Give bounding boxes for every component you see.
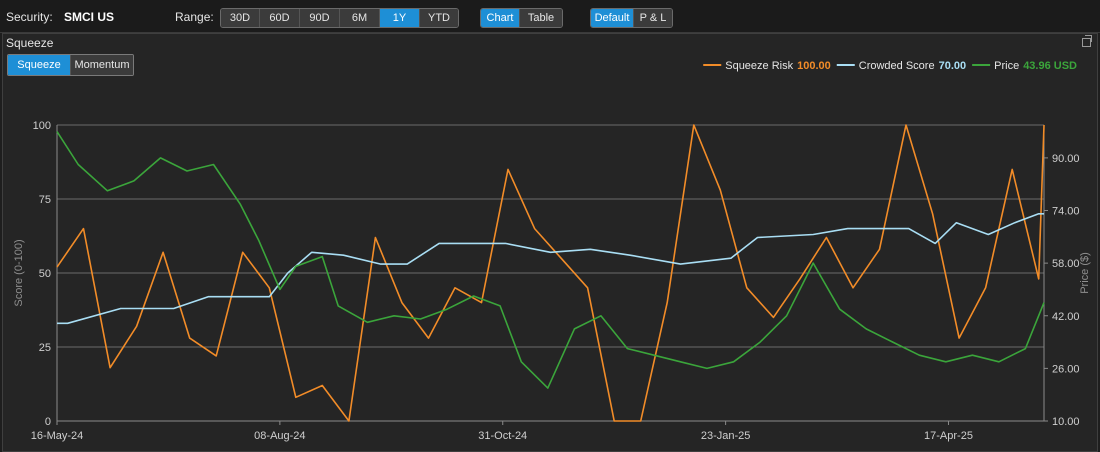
chart-view-button[interactable]: Chart xyxy=(481,9,520,27)
legend-label-squeeze-risk: Squeeze Risk xyxy=(725,60,793,72)
legend-value-squeeze-risk: 100.00 xyxy=(797,60,831,72)
range-60d-button[interactable]: 60D xyxy=(260,9,300,27)
range-6m-button[interactable]: 6M xyxy=(340,9,380,27)
tab-squeeze[interactable]: Squeeze xyxy=(8,55,71,75)
y-tick-right: 42.00 xyxy=(1052,311,1080,323)
x-tick-label: 16-May-24 xyxy=(31,430,84,442)
mode-selector: Default P & L xyxy=(590,8,673,28)
y-axis-title-right: Price ($) xyxy=(1079,252,1091,294)
y-axis-title-left: Score (0-100) xyxy=(13,239,25,306)
x-tick-label: 17-Apr-25 xyxy=(924,430,973,442)
legend-label-price: Price xyxy=(994,60,1019,72)
legend-label-crowded-score: Crowded Score xyxy=(859,60,935,72)
series-line-price xyxy=(56,131,1045,389)
series-line-squeeze-risk xyxy=(56,124,1045,422)
y-tick-right: 74.00 xyxy=(1052,206,1080,218)
restore-window-icon[interactable] xyxy=(1082,35,1092,47)
range-ytd-button[interactable]: YTD xyxy=(420,9,458,27)
x-tick-label: 31-Oct-24 xyxy=(478,430,527,442)
table-view-button[interactable]: Table xyxy=(520,9,562,27)
range-90d-button[interactable]: 90D xyxy=(300,9,340,27)
default-mode-button[interactable]: Default xyxy=(591,9,634,27)
range-30d-button[interactable]: 30D xyxy=(221,9,260,27)
series-line-crowded-score xyxy=(57,213,1044,325)
y-tick-left: 100 xyxy=(33,120,51,132)
range-1y-button[interactable]: 1Y xyxy=(380,9,420,27)
security-label: Security: xyxy=(6,10,53,24)
pnl-mode-button[interactable]: P & L xyxy=(634,9,672,27)
panel-tabs: Squeeze Momentum xyxy=(7,54,134,76)
legend-value-crowded-score: 70.00 xyxy=(939,60,967,72)
y-tick-right: 10.00 xyxy=(1052,416,1080,428)
range-label: Range: xyxy=(175,10,214,24)
x-tick-label: 23-Jan-25 xyxy=(701,430,751,442)
view-selector: Chart Table xyxy=(480,8,563,28)
y-tick-right: 26.00 xyxy=(1052,363,1080,375)
range-selector: 30D 60D 90D 6M 1Y YTD xyxy=(220,8,459,28)
x-tick-label: 08-Aug-24 xyxy=(254,430,305,442)
y-tick-right: 58.00 xyxy=(1052,258,1080,270)
tab-momentum[interactable]: Momentum xyxy=(71,55,133,75)
y-tick-right: 90.00 xyxy=(1052,153,1080,165)
y-tick-left: 75 xyxy=(39,194,51,206)
y-tick-left: 50 xyxy=(39,268,51,280)
y-tick-left: 25 xyxy=(39,342,51,354)
legend-value-price: 43.96 USD xyxy=(1023,60,1077,72)
security-value[interactable]: SMCI US xyxy=(64,10,115,24)
toolbar: Security: SMCI US Range: 30D 60D 90D 6M … xyxy=(0,0,1100,33)
panel-title: Squeeze xyxy=(6,36,54,50)
y-tick-left: 0 xyxy=(45,416,51,428)
